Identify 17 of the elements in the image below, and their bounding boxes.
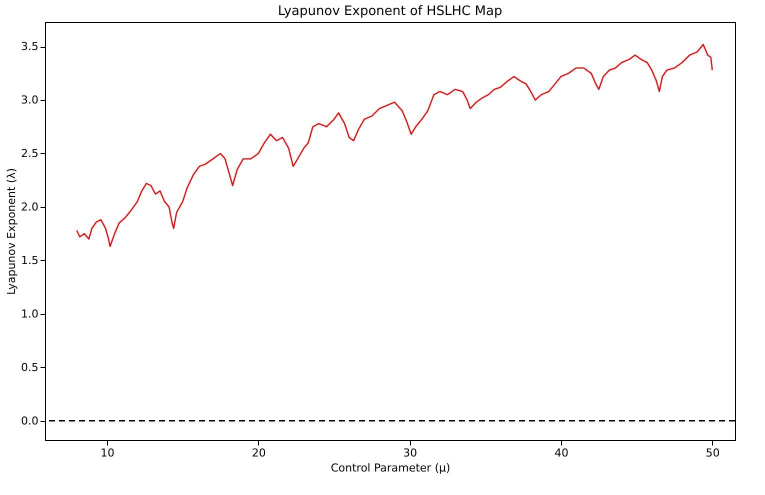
x-tick-label: 40 [554,446,568,460]
x-tick-label: 10 [100,446,115,460]
line-series [76,44,713,248]
x-tick-label: 50 [706,446,720,460]
y-tick-label: 0.5 [21,360,38,374]
y-axis-title: Lyapunov Exponent (λ) [5,168,18,295]
y-tick-label: 2.5 [21,146,38,160]
x-tick-label: 30 [403,446,418,460]
y-tick-label: 3.0 [21,94,38,107]
y-tick-label: 3.5 [21,40,38,54]
y-tick-label: 1.0 [21,307,38,320]
y-tick-label: 2.0 [21,200,38,214]
x-tick-label: 20 [252,446,266,460]
chart-title: Lyapunov Exponent of HSLHC Map [278,4,502,19]
x-axis-title: Control Parameter (μ) [330,462,450,474]
y-tick-label: 1.5 [21,254,38,267]
y-tick-label: 0.0 [21,414,38,428]
